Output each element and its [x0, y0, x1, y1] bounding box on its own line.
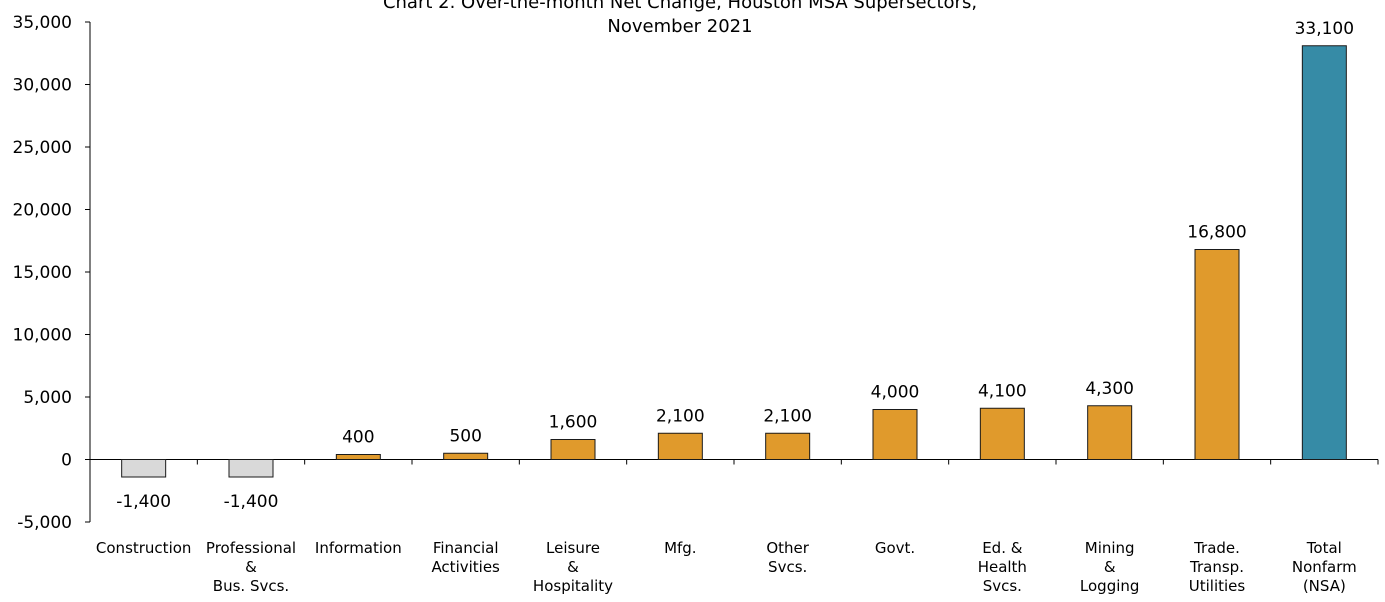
category-label: Activities: [431, 558, 500, 576]
y-tick-label: 35,000: [13, 13, 72, 33]
bar: [979, 407, 1025, 460]
category-label: &: [1104, 558, 1116, 576]
bar: [443, 452, 489, 460]
data-label: -1,400: [224, 492, 279, 512]
category-label: Total: [1306, 539, 1342, 557]
bar: [1301, 45, 1347, 460]
y-tick-label: 0: [61, 451, 72, 471]
category-label: &: [245, 558, 257, 576]
category-label: Svcs.: [983, 577, 1022, 595]
category-label: Hospitality: [533, 577, 613, 595]
data-label: -1,400: [116, 492, 171, 512]
category-label: Health: [978, 558, 1027, 576]
data-label: 2,100: [656, 406, 705, 426]
bar: [657, 432, 703, 460]
category-label: Construction: [96, 539, 192, 557]
chart-title-line: November 2021: [607, 16, 752, 37]
category-label: Logging: [1080, 577, 1140, 595]
category-label: Ed. &: [982, 539, 1023, 557]
bars: [121, 45, 1347, 478]
bar: [765, 432, 811, 460]
bar: [1194, 249, 1240, 460]
category-label: (NSA): [1303, 577, 1346, 595]
data-label: 400: [342, 428, 374, 448]
category-label: Mining: [1085, 539, 1135, 557]
data-labels: -1,400 -1,400 400 500 1,600 2,100 2,100 4,000 4,…: [116, 19, 1354, 512]
data-label: 4,100: [978, 381, 1027, 401]
category-label: Govt.: [875, 539, 915, 557]
y-tick-label: -5,000: [17, 513, 72, 533]
chart-title-line: Chart 2. Over-the-month Net Change, Hous…: [383, 0, 977, 13]
category-label: Financial: [433, 539, 499, 557]
category-label: Professional: [206, 539, 296, 557]
bar: [121, 459, 167, 478]
chart-title: Chart 2. Over-the-month Net Change, Hous…: [383, 0, 977, 37]
bar: [228, 459, 274, 478]
category-label: Transp.: [1189, 558, 1244, 576]
category-label: Nonfarm: [1292, 558, 1357, 576]
bar: [1087, 405, 1133, 460]
category-label: Information: [315, 539, 402, 557]
category-label: Other: [766, 539, 809, 557]
y-tick-label: 10,000: [13, 326, 72, 346]
category-label: Bus. Svcs.: [213, 577, 289, 595]
category-label: Svcs.: [768, 558, 807, 576]
y-tick-label: 15,000: [13, 263, 72, 283]
bar: [550, 439, 596, 460]
data-label: 2,100: [763, 406, 812, 426]
data-label: 16,800: [1187, 223, 1246, 243]
bar: [335, 454, 381, 460]
category-label: &: [567, 558, 579, 576]
category-label: Leisure: [546, 539, 600, 557]
data-label: 4,300: [1085, 379, 1134, 399]
y-axis: -5,000 0 5,000 10,000 15,000 20,000 25,000 30,0…: [13, 13, 1379, 533]
category-label: Utilities: [1189, 577, 1246, 595]
category-labels: Construction Professional&Bus. Svcs.Infor…: [96, 539, 1357, 595]
y-tick-label: 30,000: [13, 76, 72, 96]
data-label: 1,600: [549, 413, 598, 433]
data-label: 4,000: [871, 383, 920, 403]
category-label: Mfg.: [664, 539, 697, 557]
data-label: 33,100: [1295, 19, 1354, 39]
category-label: Trade.: [1193, 539, 1240, 557]
y-tick-label: 25,000: [13, 138, 72, 158]
y-tick-label: 20,000: [13, 201, 72, 221]
data-label: 500: [449, 426, 481, 446]
y-tick-label: 5,000: [23, 388, 72, 408]
bar: [872, 409, 918, 460]
